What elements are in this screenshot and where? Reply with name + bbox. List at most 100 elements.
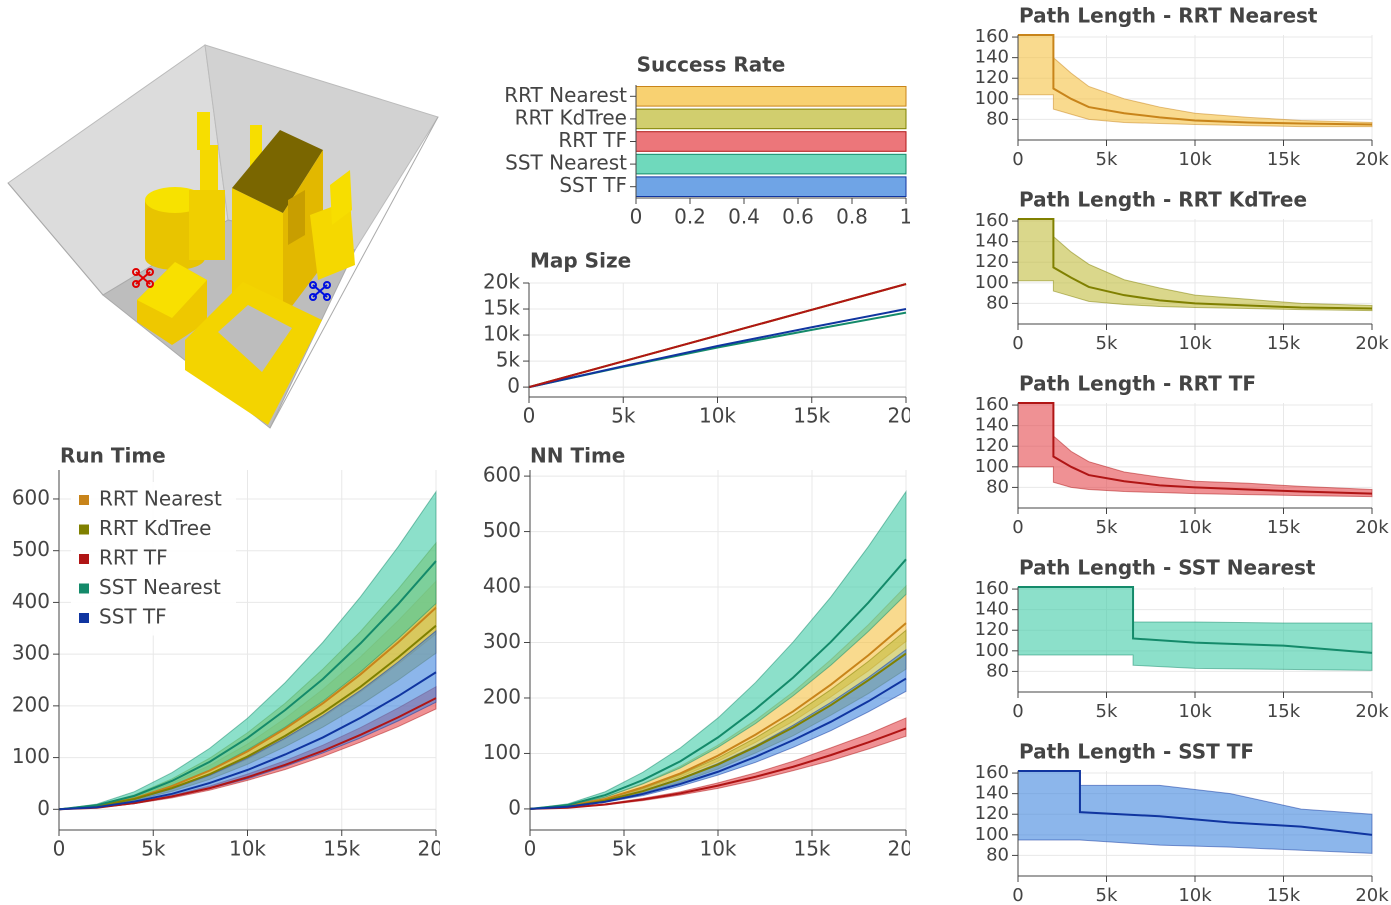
tower [197,112,210,150]
y-tick-label: 200 [12,692,50,716]
x-tick-label: 10k [229,837,266,861]
y-tick-label: 140 [975,231,1009,252]
y-tick-label: 100 [975,640,1009,661]
y-tick-label: 120 [975,67,1009,88]
y-tick-label: 10k [483,322,520,346]
block [330,170,352,225]
chart: Run Time 0 5k 10k 15k 20k 0 100 200 300 400 500 600 R… [12,444,454,861]
y-tick-label: 160 [975,26,1009,47]
line [529,558,907,810]
x-tick-label: 10k [1178,517,1212,538]
chart-title: Path Length - RRT KdTree [1019,188,1307,212]
x-tick-label: 15k [1267,701,1301,722]
line [528,283,907,389]
x-tick-label: 5k [141,837,166,861]
x-tick-label: 0 [1012,885,1023,905]
x-tick-label: 20k [887,837,924,861]
x-tick-label: 5k [612,837,637,861]
chart: Path Length - SST TF 0 5k 10k 15k 20k 80100120… [975,740,1390,905]
category-label: RRT Nearest [504,83,627,107]
x-tick-label: 0 [1012,333,1023,354]
y-tick-label: 400 [483,574,521,598]
tower [189,190,225,260]
x-tick-label: 0 [523,404,536,428]
y-tick-label: 0 [37,796,50,820]
line [529,622,907,810]
y-tick-label: 120 [975,619,1009,640]
x-tick-label: 10k [1178,149,1212,170]
y-tick-label: 100 [975,272,1009,293]
y-tick-label: 0 [507,374,520,398]
x-tick-label: 20k [1355,149,1389,170]
y-tick-label: 100 [975,456,1009,477]
line [1018,218,1373,310]
legend-swatch [79,554,89,564]
x-tick-label: 15k [793,837,830,861]
y-tick-label: 300 [483,629,521,653]
y-tick-label: 15k [483,296,520,320]
scene-3d [7,44,439,429]
band [1017,218,1373,312]
y-tick-label: 140 [975,415,1009,436]
y-tick-label: 160 [975,394,1009,415]
x-tick-label: 5k [611,404,636,428]
x-tick-label: 0 [524,837,537,861]
x-tick-label: 5k [1096,517,1118,538]
x-tick-label: 15k [1267,517,1301,538]
chart-title: Path Length - RRT Nearest [1019,4,1318,28]
edge [7,182,104,296]
y-tick-label: 80 [986,660,1009,681]
bar [635,176,907,197]
chart-title: NN Time [530,444,625,468]
line [1018,770,1373,836]
y-tick-label: 140 [975,599,1009,620]
y-tick-label: 120 [975,803,1009,824]
x-tick-label: 15k [793,404,830,428]
y-tick-label: 160 [975,210,1009,231]
chart-title: Path Length - SST Nearest [1019,556,1316,580]
y-tick-label: 80 [986,844,1009,865]
x-tick-label: 20k [1355,333,1389,354]
x-tick-label: 20k [417,837,454,861]
line [58,560,437,811]
x-tick-label: 15k [323,837,360,861]
line [529,677,907,810]
y-tick-label: 500 [483,518,521,542]
chart: NN Time 0 5k 10k 15k 20k 0 100 200 300 400 500 600 [483,444,924,861]
y-tick-label: 120 [975,251,1009,272]
band [1017,402,1373,498]
legend-label: RRT TF [99,546,168,570]
line [1018,586,1373,654]
bar [635,86,907,107]
line [58,671,437,811]
band [529,490,907,810]
band [529,717,907,810]
legend-label: RRT Nearest [99,487,222,511]
y-tick-label: 140 [975,783,1009,804]
y-tick-label: 160 [975,762,1009,783]
x-tick-label: 10k [699,404,736,428]
y-tick-label: 600 [12,485,50,509]
legend-swatch [79,583,89,594]
edge [269,116,439,429]
x-tick-label: 10k [1178,885,1212,905]
x-tick-label: 15k [1267,149,1301,170]
x-tick-label: 0 [630,205,643,229]
y-tick-label: 100 [483,740,521,764]
x-tick-label: 5k [1096,701,1118,722]
x-tick-label: 20k [1355,701,1389,722]
x-tick-label: 1 [900,205,913,229]
category-label: RRT KdTree [515,105,627,129]
legend-label: SST TF [99,605,167,629]
category-label: SST TF [559,173,627,197]
y-tick-label: 120 [975,435,1009,456]
y-tick-label: 80 [986,292,1009,313]
y-tick-label: 100 [12,744,50,768]
chart-title: Path Length - RRT TF [1019,372,1256,396]
line [1018,402,1373,495]
legend-swatch [79,495,89,505]
